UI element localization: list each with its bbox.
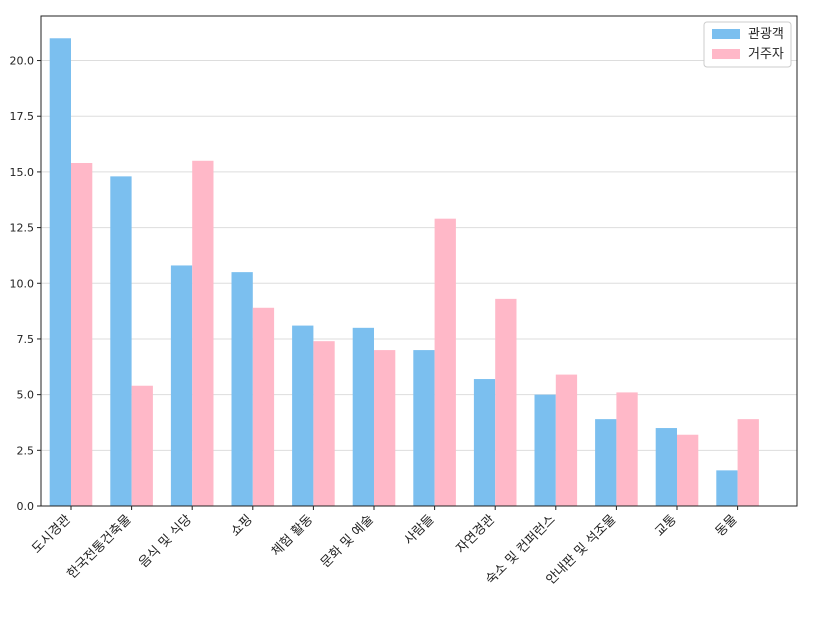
bar-series-1 [110, 176, 132, 506]
bar-series-2 [555, 374, 578, 506]
bar-series-1 [352, 327, 374, 506]
y-tick-label: 15.0 [10, 166, 35, 179]
bar-series-1 [292, 325, 314, 506]
y-tick-label: 20.0 [10, 55, 35, 68]
bar-series-1 [170, 265, 193, 506]
bar-series-2 [677, 434, 699, 506]
bar-series-2 [737, 419, 759, 506]
x-tick-label: 교통 [652, 512, 680, 540]
legend: 관광객 거주자 [703, 21, 792, 68]
legend-label-series-1: 관광객 [748, 27, 784, 42]
bars [49, 38, 759, 507]
x-tick-label: 음식 및 식당 [136, 512, 195, 571]
y-tick-label: 7.5 [17, 333, 35, 346]
x-tick-label: 문화 및 예술 [318, 512, 377, 571]
x-tick-label: 체험 활동 [269, 512, 316, 559]
bar-series-2 [252, 307, 275, 506]
bar-series-1 [655, 428, 677, 506]
x-tick-label: 한국전통건축물 [65, 512, 135, 582]
bar-series-1 [413, 350, 435, 506]
legend-swatch-series-2 [712, 49, 740, 59]
bar-series-2 [616, 392, 638, 506]
bar-series-2 [131, 385, 153, 506]
legend-label-series-2: 거주자 [748, 47, 784, 62]
bar-series-2 [313, 341, 335, 506]
y-tick-label: 17.5 [10, 110, 35, 123]
y-tick-label: 0.0 [17, 500, 35, 513]
bar-series-1 [49, 38, 71, 506]
bar-series-1 [716, 470, 738, 506]
legend-swatch-series-1 [712, 29, 740, 39]
y-tick-label: 12.5 [10, 222, 35, 235]
y-axis-ticks: 0.0 2.5 5.0 7.5 10.0 12.5 15.0 17.5 20.0 [10, 55, 41, 513]
bar-series-2 [192, 160, 214, 507]
bar-series-1 [595, 419, 617, 506]
bar-series-2 [374, 350, 396, 506]
bar-series-1 [534, 394, 556, 506]
bar-series-1 [473, 379, 496, 506]
bar-series-2 [495, 298, 517, 506]
plot-area-frame [40, 15, 798, 507]
x-tick-label: 쇼핑 [228, 512, 256, 540]
y-tick-label: 10.0 [10, 277, 35, 290]
y-tick-label: 5.0 [17, 389, 35, 402]
bar-series-2 [434, 218, 456, 506]
x-tick-label: 사람들 [401, 512, 437, 548]
gridlines [41, 60, 797, 507]
x-tick-label: 도시경관 [29, 512, 73, 556]
bar-series-1 [231, 272, 253, 506]
bar-series-2 [71, 163, 93, 506]
y-tick-label: 2.5 [17, 444, 35, 457]
x-tick-label: 동물 [713, 512, 741, 540]
x-tick-label: 자연경관 [454, 512, 498, 556]
